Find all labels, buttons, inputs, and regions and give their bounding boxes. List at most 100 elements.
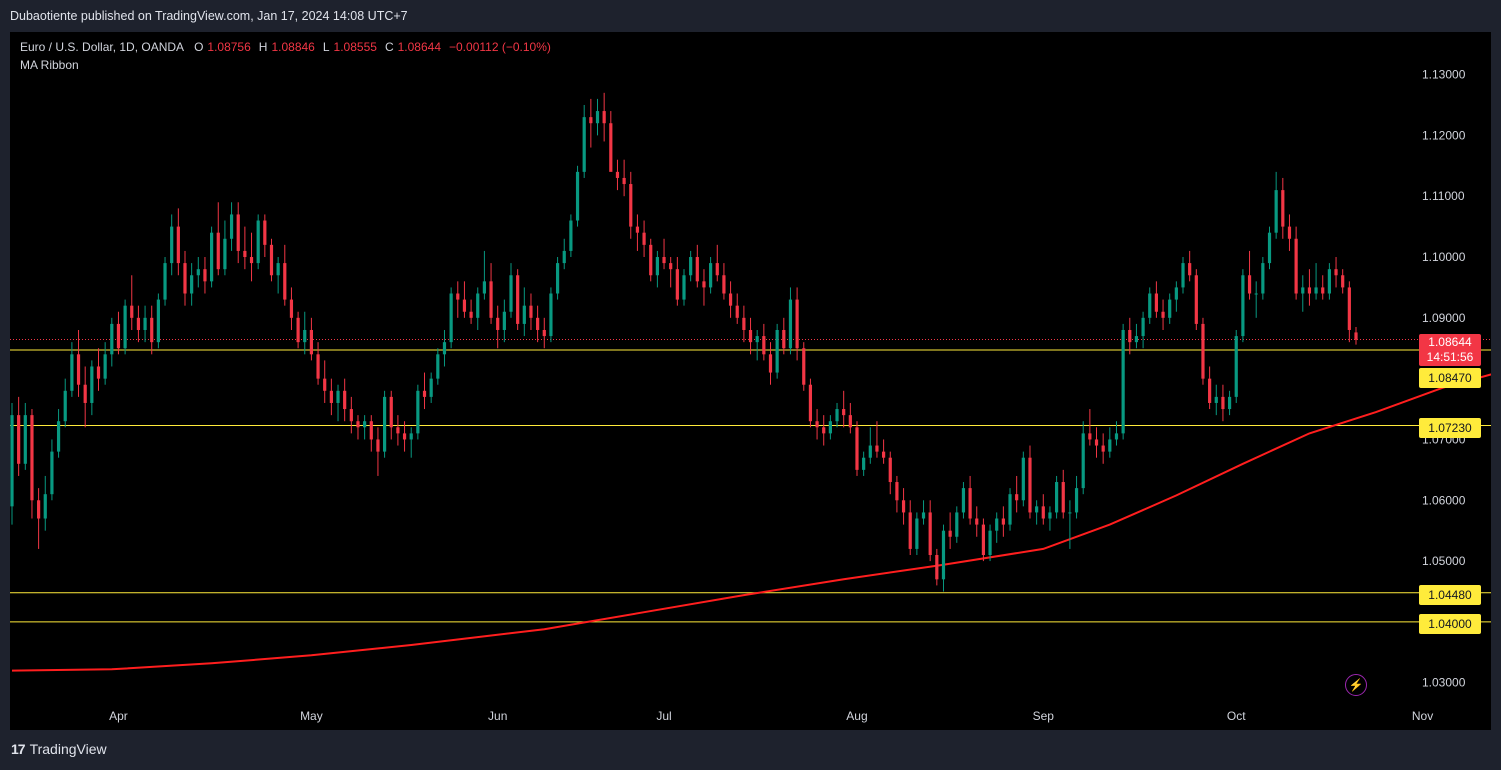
candle-up <box>56 421 61 452</box>
candle-up <box>1134 336 1139 343</box>
candle-down <box>243 250 247 258</box>
publish-bar: Dubaotiente published on TradingView.com… <box>0 0 1501 32</box>
open-label: O <box>194 40 204 54</box>
candle-down <box>1347 287 1351 330</box>
candle-down <box>1287 226 1292 239</box>
candle-up <box>70 354 74 391</box>
candle-down <box>622 177 626 185</box>
y-tick-label: 1.03000 <box>1422 676 1466 690</box>
candle-down <box>183 263 187 294</box>
candle-up <box>868 445 872 458</box>
candle-down <box>1061 482 1065 513</box>
candle-up <box>429 378 433 397</box>
candle-down <box>1128 329 1132 343</box>
candle-up <box>995 518 999 531</box>
candle-up <box>775 329 779 373</box>
candle-down <box>768 354 773 373</box>
candle-up <box>988 530 992 556</box>
candle-down <box>216 232 220 270</box>
candle-down <box>402 433 407 440</box>
candle-down <box>456 293 460 300</box>
high-value: 1.08846 <box>271 40 315 54</box>
candle-up <box>103 354 107 379</box>
candle-up <box>90 366 94 403</box>
candle-up <box>509 275 513 312</box>
candle-up <box>1081 433 1085 489</box>
candle-down <box>176 226 180 264</box>
symbol-label[interactable]: Euro / U.S. Dollar, 1D, OANDA <box>20 40 185 54</box>
candle-down <box>615 171 620 178</box>
candle-up <box>1234 336 1238 397</box>
candle-up <box>1148 293 1152 318</box>
candle-up <box>582 117 586 172</box>
candle-up <box>143 317 147 330</box>
candle-up <box>276 263 280 276</box>
chart-legend: Euro / U.S. Dollar, 1D, OANDA O 1.08756 H… <box>20 40 551 72</box>
candle-up <box>123 305 127 349</box>
candle-down <box>629 184 633 227</box>
x-tick-label: Apr <box>109 709 128 723</box>
y-tick-label: 1.13000 <box>1422 68 1466 82</box>
candle-down <box>1041 506 1045 519</box>
candle-up <box>522 305 526 324</box>
open-value: 1.08756 <box>207 40 251 54</box>
candle-down <box>675 269 679 300</box>
x-tick-label: Sep <box>1033 709 1055 723</box>
candle-down <box>1247 275 1252 294</box>
candle-down <box>469 311 473 318</box>
candle-down <box>935 555 939 580</box>
candle-up <box>1181 263 1185 288</box>
candle-up <box>50 451 54 495</box>
candle-down <box>1307 287 1312 294</box>
candle-down <box>901 500 906 513</box>
candle-down <box>422 390 427 397</box>
y-tick-label: 1.09000 <box>1422 311 1466 325</box>
indicator-label[interactable]: MA Ribbon <box>20 58 79 72</box>
candle-down <box>329 390 333 403</box>
candle-up <box>862 457 866 470</box>
candle-up <box>502 311 506 330</box>
candle-up <box>1214 396 1218 403</box>
level-tag-2: 1.07230 <box>1419 418 1481 438</box>
candle-down <box>649 244 653 276</box>
candle-down <box>1015 494 1019 501</box>
candle-down <box>1208 378 1212 403</box>
candle-down <box>17 415 21 464</box>
candle-down <box>842 409 846 416</box>
candle-up <box>63 390 67 422</box>
x-tick-label: Aug <box>846 709 867 723</box>
x-tick-label: Nov <box>1412 709 1433 723</box>
candle-down <box>316 354 320 379</box>
candlestick-chart[interactable]: 1.130001.120001.110001.100001.090001.070… <box>10 32 1491 730</box>
chart-area[interactable] <box>10 32 1491 730</box>
candle-up <box>382 396 387 452</box>
change-value: −0.00112 (−0.10%) <box>449 40 551 54</box>
candle-down <box>203 269 207 282</box>
tradingview-logo[interactable]: 17 TradingView <box>11 741 107 757</box>
candle-down <box>37 500 41 519</box>
candle-up <box>549 293 553 337</box>
candle-down <box>808 384 813 422</box>
candle-up <box>1314 287 1318 294</box>
candle-up <box>110 323 114 355</box>
level-tag-3: 1.04480 <box>1419 585 1481 605</box>
candle-down <box>542 329 546 337</box>
candle-up <box>1074 488 1079 513</box>
candle-down <box>1028 457 1032 513</box>
candle-down <box>269 244 274 276</box>
candle-up <box>363 421 367 428</box>
x-tick-label: Jun <box>488 709 507 723</box>
candle-down <box>1161 311 1165 318</box>
candle-up <box>562 250 566 264</box>
lightning-icon[interactable]: ⚡ <box>1345 674 1367 696</box>
candle-down <box>83 384 87 403</box>
candle-down <box>908 512 912 549</box>
candle-down <box>1201 323 1205 379</box>
candle-down <box>1221 396 1225 410</box>
low-value: 1.08555 <box>333 40 377 54</box>
candle-down <box>609 123 613 172</box>
candle-down <box>1188 263 1192 276</box>
candle-down <box>802 348 806 385</box>
candle-up <box>1141 317 1145 337</box>
candle-up <box>655 257 659 276</box>
